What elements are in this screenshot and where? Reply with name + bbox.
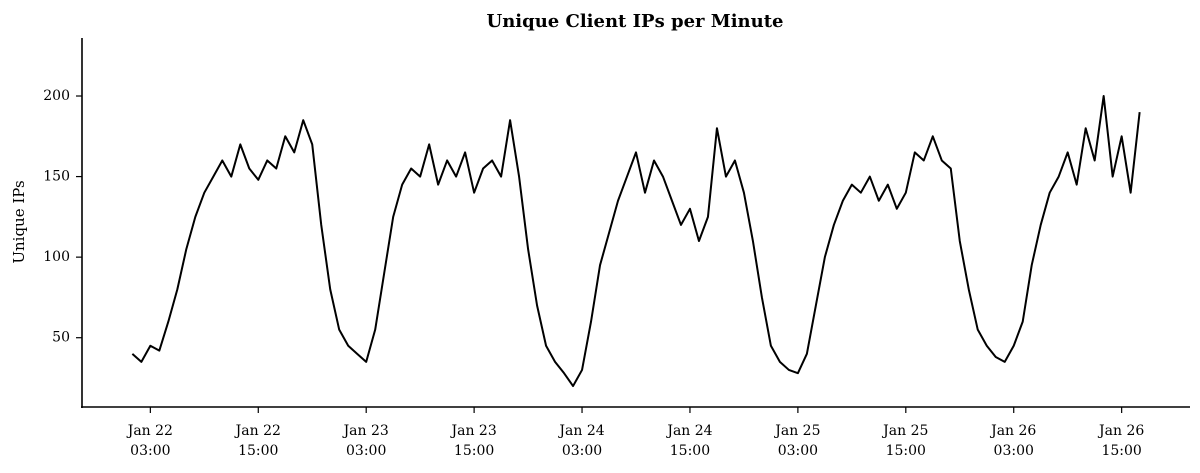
x-tick-label: Jan 24 03:00 xyxy=(559,423,605,459)
x-tick-label: Jan 25 15:00 xyxy=(883,423,929,459)
chart-title: Unique Client IPs per Minute xyxy=(487,11,784,32)
x-tick-label: Jan 26 03:00 xyxy=(991,423,1037,459)
x-tick-label: Jan 24 15:00 xyxy=(667,423,713,459)
y-tick-label: 50 xyxy=(52,330,70,346)
x-tick-label: Jan 23 15:00 xyxy=(451,423,497,459)
y-tick-label: 150 xyxy=(43,169,70,185)
y-tick-label: 100 xyxy=(43,249,70,265)
x-tick-label: Jan 22 15:00 xyxy=(235,423,281,459)
x-tick-label: Jan 23 03:00 xyxy=(343,423,389,459)
x-tick-label: Jan 26 15:00 xyxy=(1099,423,1145,459)
data-line xyxy=(131,95,1141,388)
y-axis-label: Unique IPs xyxy=(10,180,28,263)
x-tick-label: Jan 22 03:00 xyxy=(127,423,173,459)
x-tick-label: Jan 25 03:00 xyxy=(775,423,821,459)
y-tick-label: 200 xyxy=(43,88,70,104)
